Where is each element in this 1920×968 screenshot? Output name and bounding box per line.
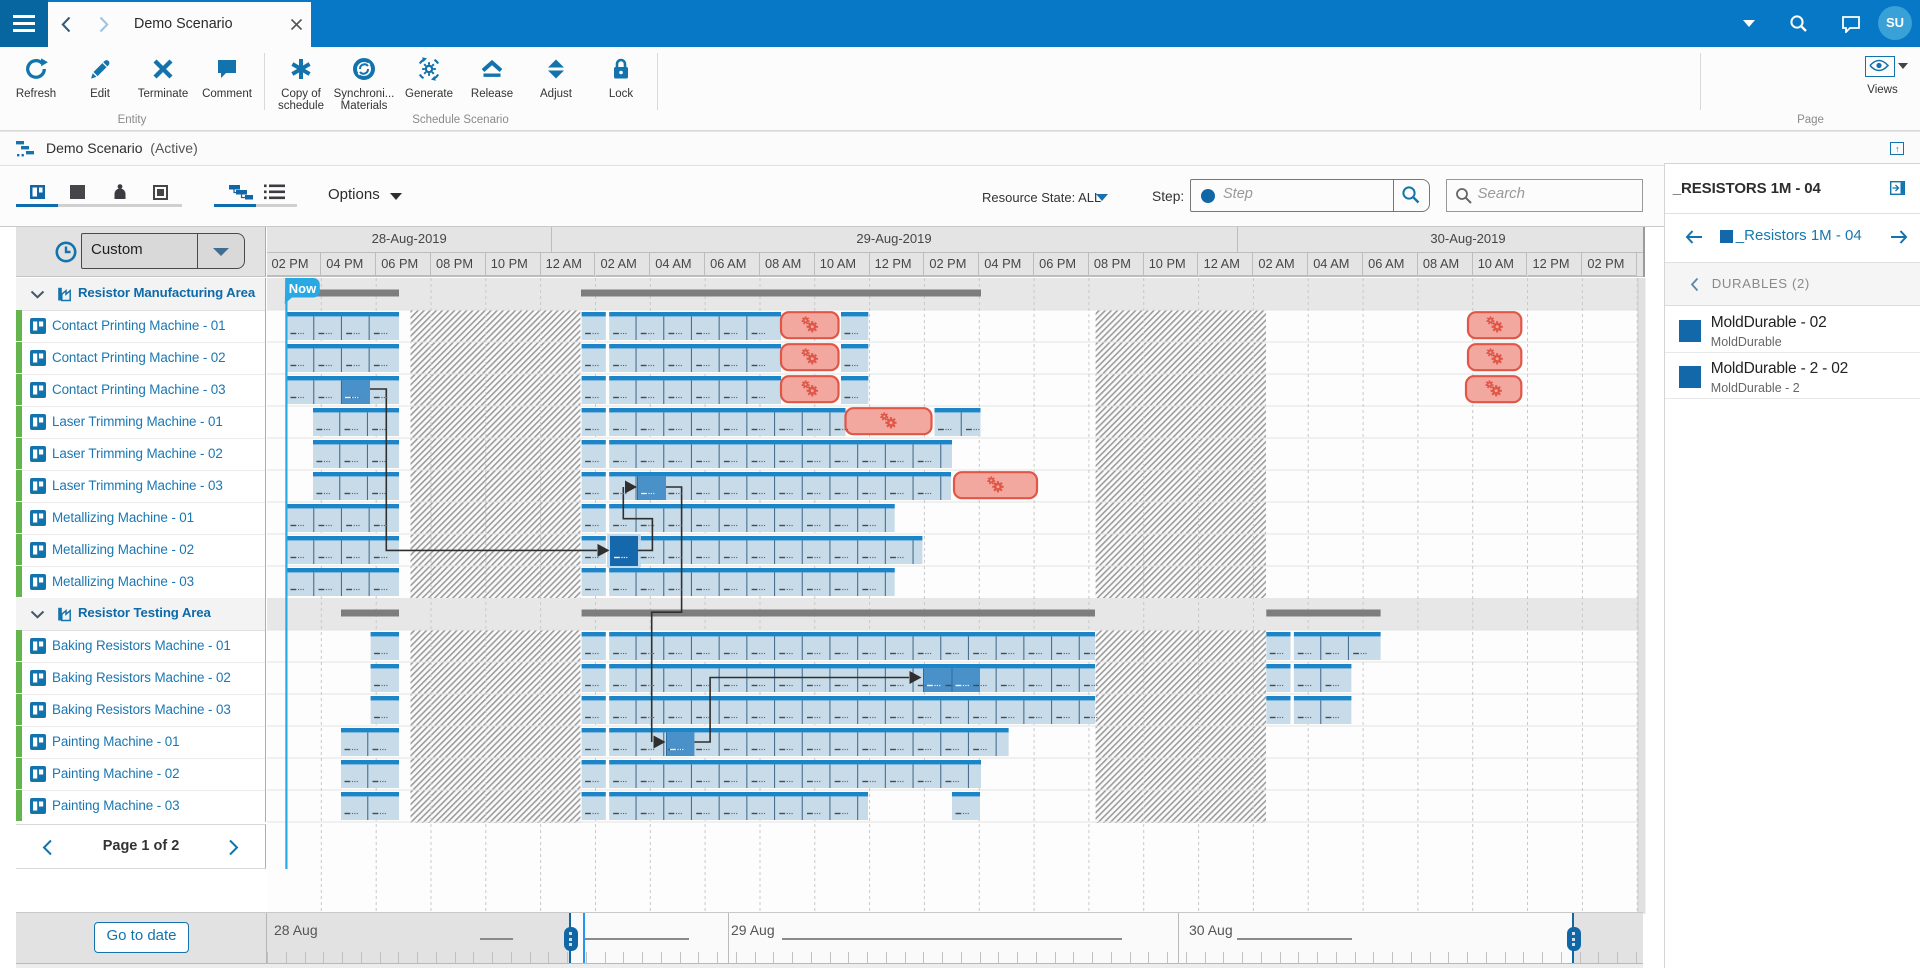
- svg-text:Now: Now: [289, 281, 317, 296]
